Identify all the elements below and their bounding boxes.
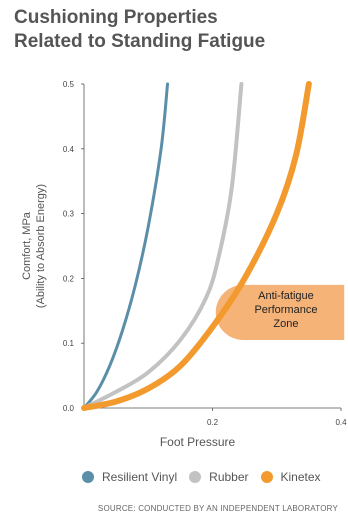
y-tick-label: 0.4: [63, 145, 75, 154]
y-tick-label: 0.0: [63, 404, 75, 413]
chart-legend: Resilient Vinyl Rubber Kinetex: [82, 467, 333, 487]
performance-zone-label-line: Anti-fatigue: [258, 290, 314, 302]
legend-label-rubber: Rubber: [209, 470, 248, 484]
legend-item-rubber: Rubber: [189, 470, 248, 484]
x-tick-label: 0.4: [335, 418, 347, 427]
legend-item-resilient-vinyl: Resilient Vinyl: [82, 470, 177, 484]
series-line-kinetex: [84, 84, 309, 408]
performance-zone-label-line: Zone: [273, 318, 298, 330]
performance-zone-label-line: Performance: [254, 304, 317, 316]
legend-label-resilient-vinyl: Resilient Vinyl: [102, 470, 177, 484]
legend-swatch-rubber: [189, 471, 201, 483]
y-axis-label-line: (Ability to Absorb Energy): [35, 184, 47, 308]
source-note: SOURCE: CONDUCTED BY AN INDEPENDENT LABO…: [98, 504, 338, 513]
legend-swatch-resilient-vinyl: [82, 471, 94, 483]
y-tick-label: 0.2: [63, 274, 75, 283]
y-tick-label: 0.5: [63, 80, 75, 89]
series-line-resilient-vinyl: [84, 84, 168, 408]
y-axis-label-line: Comfort, MPa: [21, 211, 33, 280]
x-axis-label: Foot Pressure: [160, 435, 236, 449]
y-tick-label: 0.3: [63, 210, 75, 219]
legend-label-kinetex: Kinetex: [281, 470, 321, 484]
y-tick-label: 0.1: [63, 339, 75, 348]
legend-item-kinetex: Kinetex: [261, 470, 321, 484]
x-tick-label: 0.2: [207, 418, 219, 427]
legend-swatch-kinetex: [261, 471, 273, 483]
